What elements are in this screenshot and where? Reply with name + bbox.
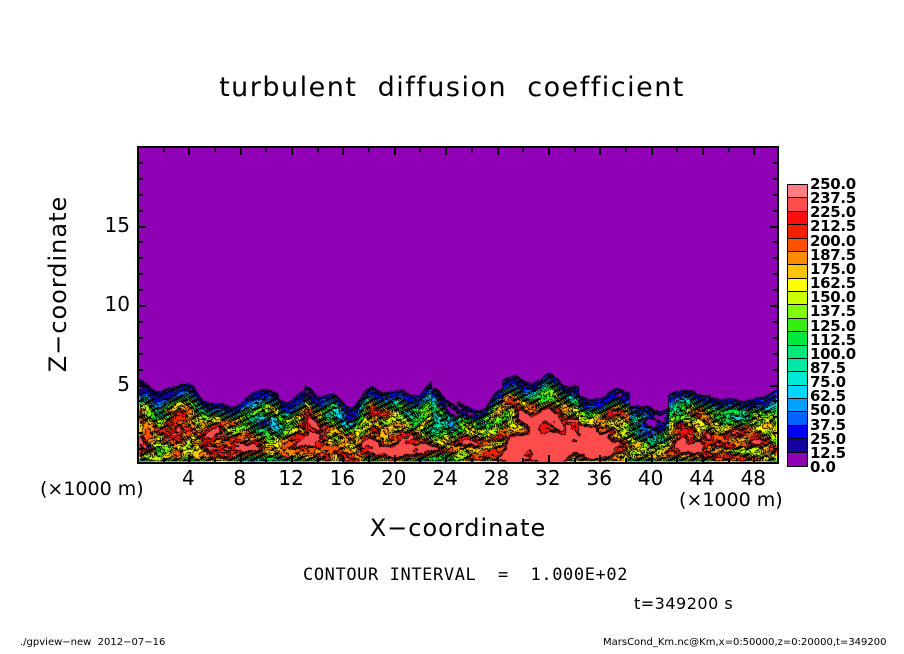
colorbar-tick-labels: 250.0 237.5 225.0 212.5 200.0 187.5 175.0 162.5… (810, 177, 890, 475)
colorbar-band (788, 225, 807, 239)
colorbar-band (788, 318, 807, 333)
x-tick-label: 24 (432, 466, 458, 490)
colorbar-band (788, 358, 807, 373)
colorbar-tick-label: 200.0 (810, 231, 856, 250)
colorbar-tick-label: 187.5 (810, 245, 856, 264)
x-tick-label: 48 (740, 466, 767, 490)
colorbar-tick-label: 225.0 (810, 203, 856, 222)
colorbar-tick-label: 250.0 (810, 175, 856, 193)
colorbar-band (788, 425, 807, 440)
footer-right-text: MarsCond_Km.nc@Km,x=0:50000,z=0:20000,t=… (603, 637, 887, 648)
colorbar-band (788, 292, 807, 306)
x-tick-label: 20 (381, 466, 407, 490)
colorbar-band (788, 399, 807, 413)
y-axis-tick-labels: 5 10 15 (88, 146, 130, 464)
x-tick-label: 32 (535, 466, 561, 490)
colorbar-band (788, 265, 807, 279)
timestamp-label: t=349200 s (634, 594, 734, 613)
colorbar-tick-label: 137.5 (810, 302, 856, 321)
x-axis-unit-left: (×1000 m) (40, 478, 144, 500)
contour-plot-area (137, 146, 779, 464)
colorbar-tick-label: 125.0 (810, 316, 856, 335)
colorbar-tick-label: 50.0 (810, 401, 846, 420)
colorbar-tick-label: 237.5 (810, 189, 856, 208)
colorbar-tick-label: 25.0 (810, 429, 846, 448)
y-tick-label: 5 (117, 371, 130, 396)
colorbar-band (788, 238, 807, 252)
x-tick-label: 28 (483, 466, 510, 490)
colorbar-tick-label: 175.0 (810, 259, 856, 278)
y-tick-label: 10 (104, 292, 130, 316)
colorbar-band (788, 412, 807, 426)
colorbar-tick-label: 37.5 (810, 415, 846, 434)
colorbar-band (788, 198, 807, 212)
colorbar-band (788, 452, 807, 466)
x-tick-label: 36 (586, 466, 612, 490)
colorbar-tick-label: 12.5 (810, 443, 846, 462)
colorbar (787, 184, 808, 467)
colorbar-band (788, 439, 807, 453)
x-tick-label: 8 (233, 466, 247, 490)
footer-left-text: ./gpview−new 2012−07−16 (20, 637, 166, 648)
colorbar-tick-label: 62.5 (810, 387, 846, 406)
heatmap-canvas (139, 148, 777, 462)
colorbar-band (788, 211, 807, 226)
contour-interval-label: CONTOUR INTERVAL = 1.000E+02 (303, 565, 629, 585)
x-tick-label: 4 (181, 466, 195, 490)
colorbar-tick-label: 87.5 (810, 358, 846, 377)
colorbar-tick-label: 100.0 (810, 344, 856, 363)
colorbar-tick-label: 0.0 (810, 458, 836, 476)
colorbar-band (788, 305, 807, 319)
colorbar-band (788, 345, 807, 359)
colorbar-tick-label: 112.5 (810, 330, 856, 349)
colorbar-tick-label: 162.5 (810, 274, 856, 293)
x-tick-label: 40 (637, 466, 664, 490)
y-axis-title: Z−coordinate (44, 195, 72, 373)
colorbar-tick-label: 150.0 (810, 288, 856, 307)
x-axis-unit-right: (×1000 m) (679, 489, 783, 511)
colorbar-band (788, 332, 807, 346)
x-tick-label: 12 (278, 466, 304, 490)
colorbar-band (788, 372, 807, 386)
colorbar-band (788, 251, 807, 266)
colorbar-tick-label: 212.5 (810, 217, 856, 236)
colorbar-band (788, 185, 807, 199)
colorbar-band (788, 385, 807, 399)
y-tick-label: 15 (104, 212, 130, 237)
x-tick-label: 16 (329, 466, 356, 490)
x-tick-label: 44 (689, 466, 715, 490)
x-axis-title: X−coordinate (369, 514, 547, 542)
colorbar-tick-label: 75.0 (810, 373, 846, 392)
colorbar-band (788, 278, 807, 292)
page-title: turbulent diffusion coefficient (219, 72, 685, 103)
